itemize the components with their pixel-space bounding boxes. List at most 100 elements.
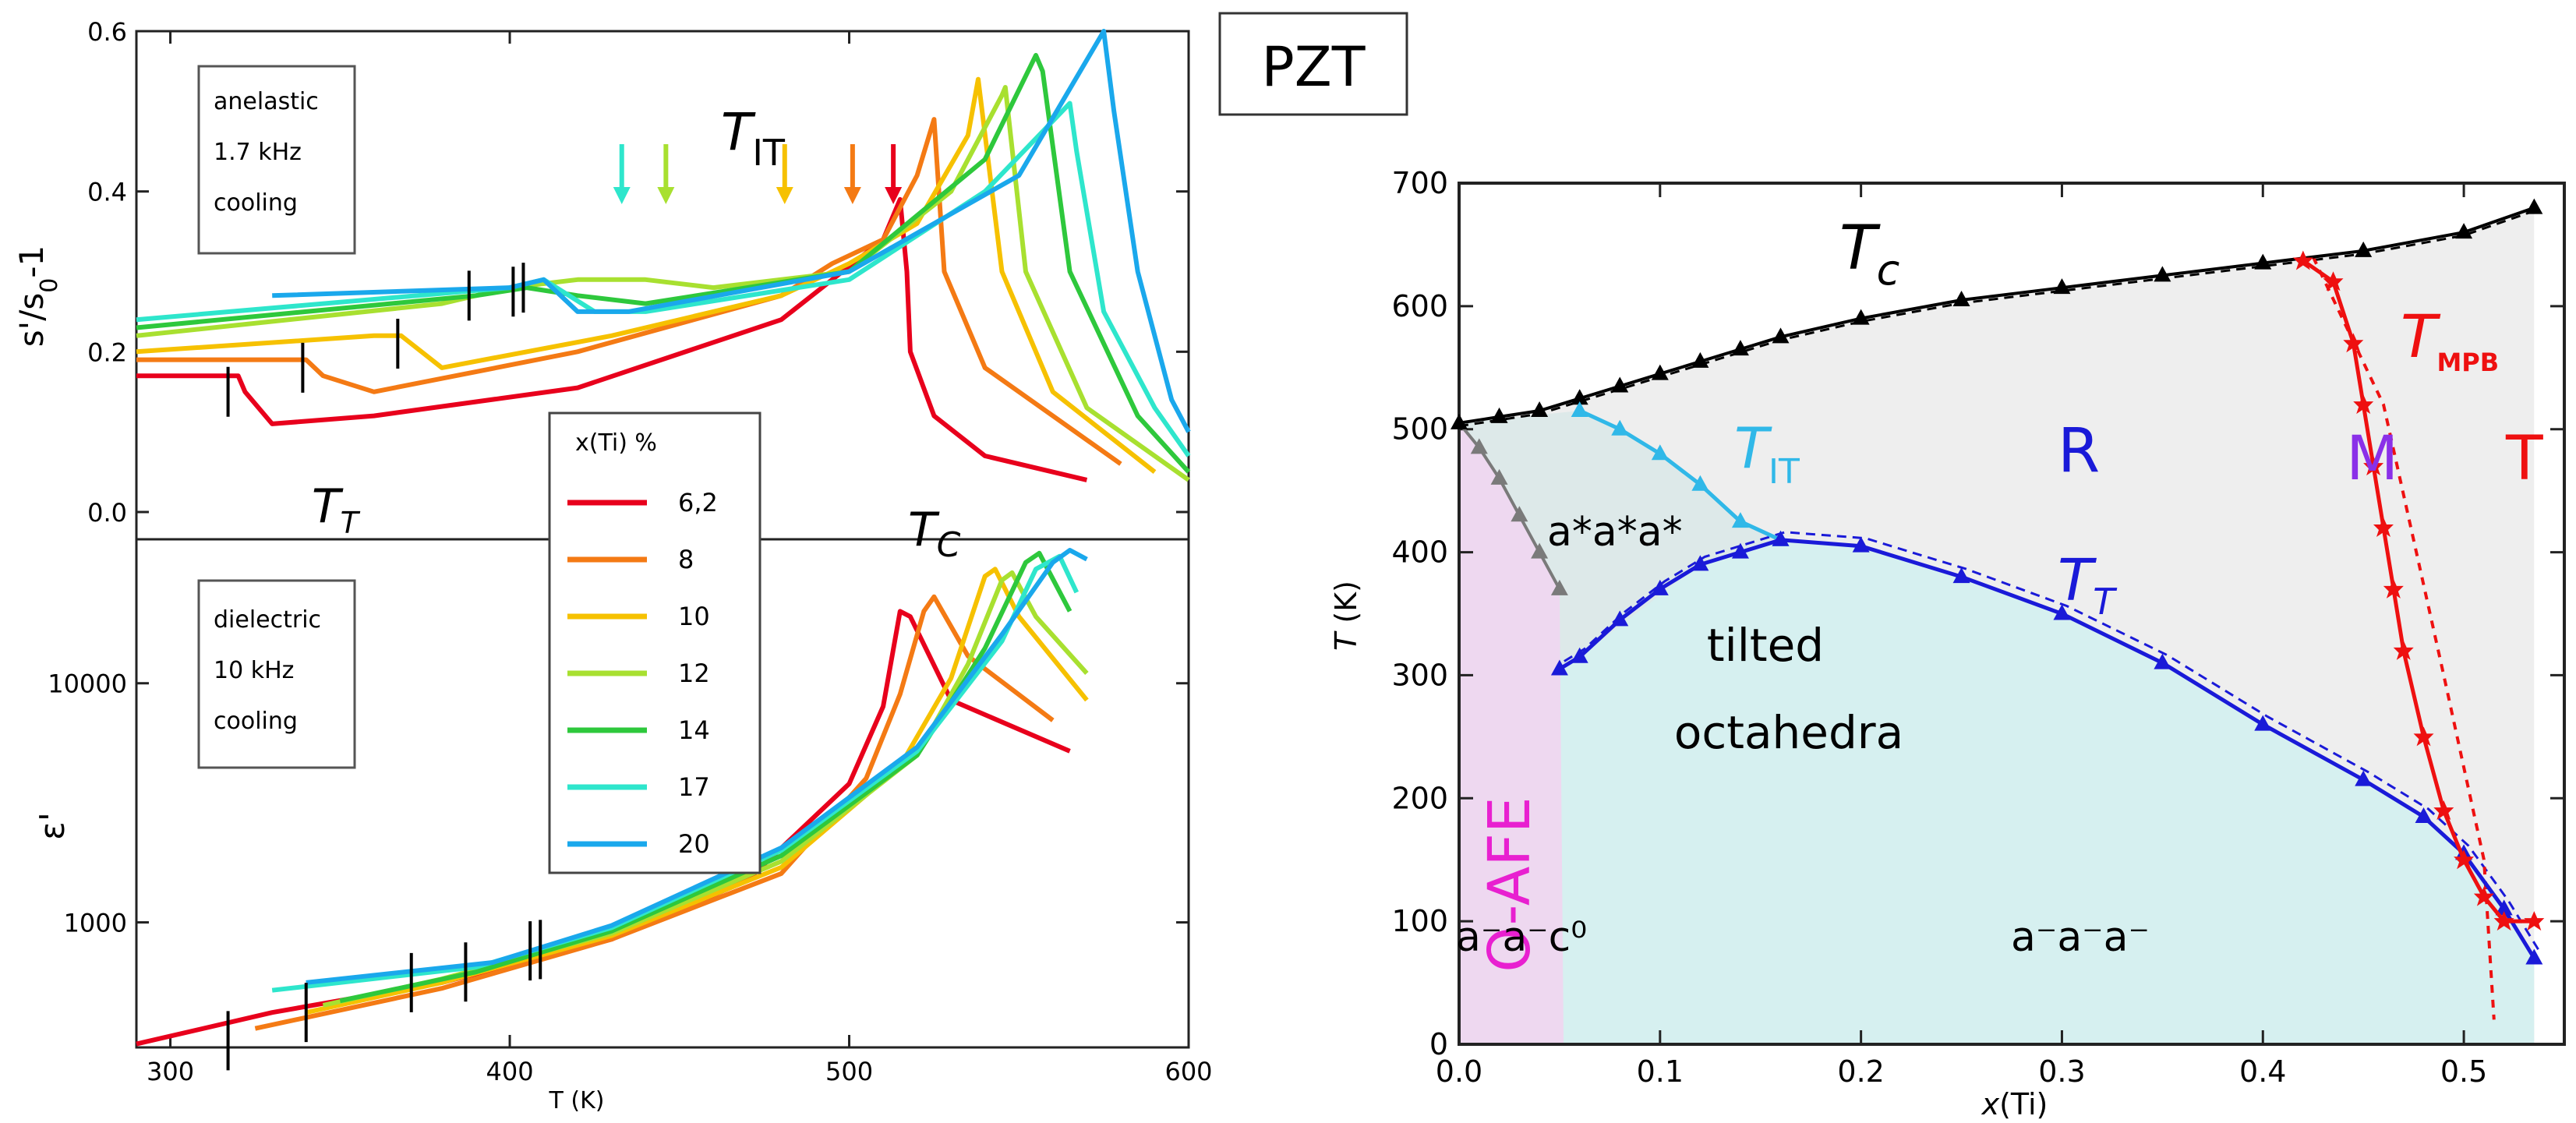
phase-frame <box>1458 182 2566 1046</box>
tc-marker <box>1952 290 1970 306</box>
afe-boundary-marker <box>1531 542 1549 559</box>
tmpb-marker <box>2393 640 2414 660</box>
tc-marker <box>1611 376 1629 393</box>
tmpb-marker <box>2383 578 2404 599</box>
tit-marker <box>1691 475 1709 491</box>
tmpb-marker <box>2323 271 2344 291</box>
dielectric-info-line-2: 10 kHz <box>214 657 294 684</box>
dielectric-series-20 <box>306 548 1088 985</box>
phase-ytick-label: 100 <box>1391 904 1448 938</box>
label-r: R <box>2058 416 2100 486</box>
dielectric-ylabel: ε' <box>33 812 72 840</box>
legend-entry-10: 10 <box>567 602 710 631</box>
tt-marker <box>1952 567 1970 584</box>
tc-marker <box>2053 278 2071 295</box>
label-t-phase: T <box>2505 424 2543 494</box>
anelastic-ytick-label: 0.4 <box>87 178 127 207</box>
label-tit: TIT <box>1734 415 1800 492</box>
phase-xtick-label: 0.0 <box>1436 1054 1482 1089</box>
tt-dashed-line <box>1564 531 2540 952</box>
phase-lines <box>1451 198 2545 1020</box>
phase-ytick-label: 600 <box>1391 289 1448 323</box>
afe-boundary-marker <box>1490 468 1508 485</box>
legend-label: 12 <box>678 659 710 688</box>
tc-marker <box>1731 340 1749 356</box>
dielectric-tick-marks <box>226 920 542 1071</box>
tit-arrow <box>657 144 675 204</box>
label-aac0: a⁻a⁻c⁰ <box>1456 914 1587 961</box>
dielectric-ytick-label: 1000 <box>64 909 127 938</box>
dielectric-series-14 <box>339 550 1072 1004</box>
dielectric-xtick-label: 500 <box>825 1057 873 1086</box>
tmpb-marker <box>2373 517 2394 537</box>
phase-xtick-label: 0.3 <box>2038 1054 2085 1089</box>
anelastic-series-6-2 <box>136 196 1088 482</box>
afe-boundary-marker <box>1550 579 1568 595</box>
label-oafe: O-AFE <box>1476 796 1543 972</box>
tc-marker <box>1691 351 1709 368</box>
tmpb-marker <box>2413 726 2434 747</box>
tc-marker <box>2154 266 2171 282</box>
tmpb-marker <box>2292 250 2313 270</box>
label-tilt-system: a*a*a* <box>1547 509 1683 556</box>
tmpb-line <box>2302 259 2535 923</box>
label-tt: TT <box>2058 547 2118 623</box>
anelastic-tick-marks <box>226 263 525 417</box>
tc-marker <box>1571 389 1588 405</box>
tt-marker <box>2495 899 2513 916</box>
tc-marker <box>2525 198 2543 214</box>
legend-title: x(Ti) % <box>575 429 657 457</box>
anelastic-yticks: 0.0 0.2 0.4 0.6 <box>87 17 1189 528</box>
phase-ylabel: T (K) <box>1329 581 1363 651</box>
tc-marker <box>1451 413 1468 429</box>
label-tc: Tc <box>1839 214 1899 295</box>
phase-xtick-label: 0.5 <box>2440 1054 2487 1089</box>
tt-marker <box>1731 542 1749 559</box>
tit-marker <box>1571 401 1588 418</box>
phase-ytick-label: 200 <box>1391 781 1448 815</box>
tt-marker <box>2525 948 2543 965</box>
label-aaa: a⁻a⁻a⁻ <box>2011 914 2150 961</box>
legend-entry-14: 14 <box>567 715 710 745</box>
tt-marker <box>2154 653 2171 669</box>
anelastic-info-line-1: anelastic <box>214 88 319 115</box>
tt-marker <box>1691 555 1709 571</box>
afe-boundary-marker <box>1470 438 1488 454</box>
tc-marker <box>2455 223 2473 239</box>
annotation-tit-left: TIT <box>721 102 786 174</box>
dielectric-xtick-label: 300 <box>147 1057 194 1086</box>
phase-xlabel: x(Ti) <box>1981 1087 2048 1121</box>
anelastic-info-line-3: cooling <box>214 189 298 217</box>
tmpb-marker <box>2454 849 2475 870</box>
phase-ytick-label: 400 <box>1391 535 1448 570</box>
tit-marker <box>1731 512 1749 528</box>
region-o-afe <box>1459 422 1564 1044</box>
tc-marker <box>1852 309 1870 325</box>
tit-arrow <box>776 144 793 204</box>
region-tilted-octahedra <box>1559 539 2535 1044</box>
afe-boundary-marker <box>1511 506 1528 522</box>
label-tilted-1: tilted <box>1707 619 1824 672</box>
label-tilted-2: octahedra <box>1674 706 1903 759</box>
tc-marker <box>1490 407 1508 423</box>
tit-marker <box>1611 419 1629 436</box>
tit-arrow <box>885 144 903 204</box>
dielectric-series-8 <box>254 594 1055 1031</box>
legend-entry-20: 20 <box>567 829 710 859</box>
anelastic-ytick-label: 0.0 <box>87 498 127 528</box>
tt-marker <box>1550 659 1568 676</box>
phase-ytick-label: 700 <box>1391 166 1448 200</box>
anelastic-info-box <box>197 65 356 255</box>
legend-entry-8: 8 <box>567 545 694 574</box>
tt-marker <box>2254 715 2272 731</box>
tt-marker <box>2415 807 2433 823</box>
anelastic-series-14 <box>136 52 1191 474</box>
legend-label: 10 <box>678 602 710 631</box>
tt-marker <box>1651 579 1669 595</box>
dielectric-ytick-label: 10000 <box>48 669 127 699</box>
pzt-box <box>1218 12 1408 116</box>
tit-arrow <box>843 144 861 204</box>
phase-ytick-label: 500 <box>1391 412 1448 447</box>
tt-marker <box>2355 770 2373 786</box>
legend-label: 6,2 <box>678 488 718 517</box>
